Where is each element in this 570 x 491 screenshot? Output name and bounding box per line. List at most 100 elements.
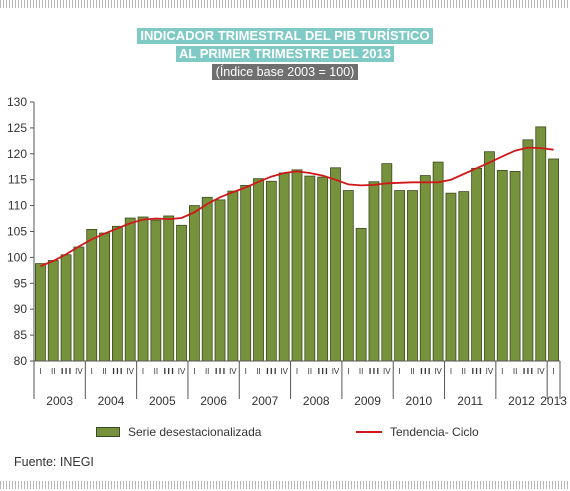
quarter-label: IV (280, 367, 288, 376)
quarter-label: II (102, 367, 106, 376)
bar (240, 184, 252, 362)
year-label: 2010 (406, 394, 433, 408)
quarter-label: III (522, 367, 534, 376)
quarter-label: II (410, 367, 414, 376)
quarter-label: IV (434, 367, 442, 376)
bar (381, 163, 393, 362)
quarter-label: II (51, 367, 55, 376)
year-label: 2012 (508, 394, 535, 408)
y-tick-label: 105 (7, 225, 27, 239)
bar (330, 167, 341, 362)
bar (419, 175, 431, 362)
year-label: 2006 (200, 394, 227, 408)
bar (214, 199, 226, 362)
bar (394, 190, 406, 362)
trend-line (40, 146, 554, 268)
year-label: 2008 (303, 394, 330, 408)
bar (188, 205, 200, 362)
bar (227, 190, 239, 362)
quarter-label: I (91, 367, 93, 376)
quarter-label: II (462, 367, 466, 376)
quarter-label: II (205, 367, 209, 376)
year-label: 2011 (457, 394, 483, 408)
year-label: 2003 (46, 394, 73, 408)
quarter-label: II (256, 367, 260, 376)
bar (137, 216, 149, 362)
quarter-label: III (60, 367, 72, 376)
bar (99, 232, 110, 362)
quarter-label: I (296, 367, 298, 376)
quarter-label: III (471, 367, 483, 376)
bar (304, 175, 316, 362)
quarter-label: II (154, 367, 158, 376)
bar (201, 196, 213, 362)
bar (124, 217, 136, 362)
bar (253, 178, 264, 362)
bar (342, 190, 354, 362)
bar (47, 260, 59, 362)
quarter-label: II (513, 367, 517, 376)
bar (111, 225, 123, 362)
quarter-label: I (193, 367, 195, 376)
quarter-label: IV (537, 367, 545, 376)
bar (150, 219, 162, 362)
quarter-label: III (214, 367, 226, 376)
legend-item-bars: Serie desestacionalizada (96, 425, 261, 439)
bar (445, 192, 457, 362)
bar (484, 151, 495, 362)
quarter-label: I (347, 367, 349, 376)
bar (368, 181, 380, 362)
year-label: 2007 (252, 394, 279, 408)
y-tick-label: 125 (7, 121, 27, 135)
bar (291, 169, 303, 362)
y-tick-label: 85 (14, 328, 28, 342)
quarter-label: III (368, 367, 380, 376)
quarter-label: IV (178, 367, 186, 376)
quarter-label: II (308, 367, 312, 376)
bar (458, 191, 470, 362)
bar (278, 172, 290, 362)
source-note: Fuente: INEGI (14, 455, 94, 469)
quarter-label: I (399, 367, 401, 376)
year-label: 2005 (149, 394, 176, 408)
bar (471, 167, 483, 362)
legend-line-swatch (356, 431, 382, 433)
quarter-label: III (163, 367, 175, 376)
quarter-label: IV (75, 367, 83, 376)
bar (355, 227, 367, 362)
quarter-label: III (420, 367, 432, 376)
y-tick-label: 110 (8, 199, 27, 213)
bar (86, 229, 98, 362)
chart-header: INDICADOR TRIMESTRAL DEL PIB TURÍSTICO A… (0, 27, 570, 81)
quarter-label: IV (383, 367, 391, 376)
bar (60, 254, 72, 362)
bar (548, 158, 559, 362)
quarter-label: II (359, 367, 363, 376)
quarter-label: I (245, 367, 247, 376)
quarter-label: I (39, 367, 41, 376)
quarter-label: I (142, 367, 144, 376)
quarter-label: IV (126, 367, 134, 376)
year-label: 2004 (98, 394, 125, 408)
y-tick-label: 130 (7, 95, 27, 109)
bar (176, 224, 187, 362)
bottom-decorative-border (0, 481, 570, 489)
year-label: 2009 (354, 394, 381, 408)
bar (73, 246, 85, 362)
legend-bar-swatch (96, 427, 120, 437)
quarter-label: I (501, 367, 503, 376)
bar (535, 126, 547, 362)
quarter-label: III (317, 367, 329, 376)
quarter-label: IV (229, 367, 237, 376)
y-tick-label: 90 (14, 302, 28, 316)
bar (265, 180, 277, 362)
bar (432, 161, 444, 362)
year-label: 2013 (540, 394, 567, 408)
bar (407, 190, 418, 362)
y-tick-label: 115 (8, 173, 27, 187)
quarter-label: III (266, 367, 278, 376)
y-tick-label: 95 (14, 276, 28, 290)
chart-title-line-1: INDICADOR TRIMESTRAL DEL PIB TURÍSTICO (137, 28, 433, 44)
bar (317, 176, 329, 362)
